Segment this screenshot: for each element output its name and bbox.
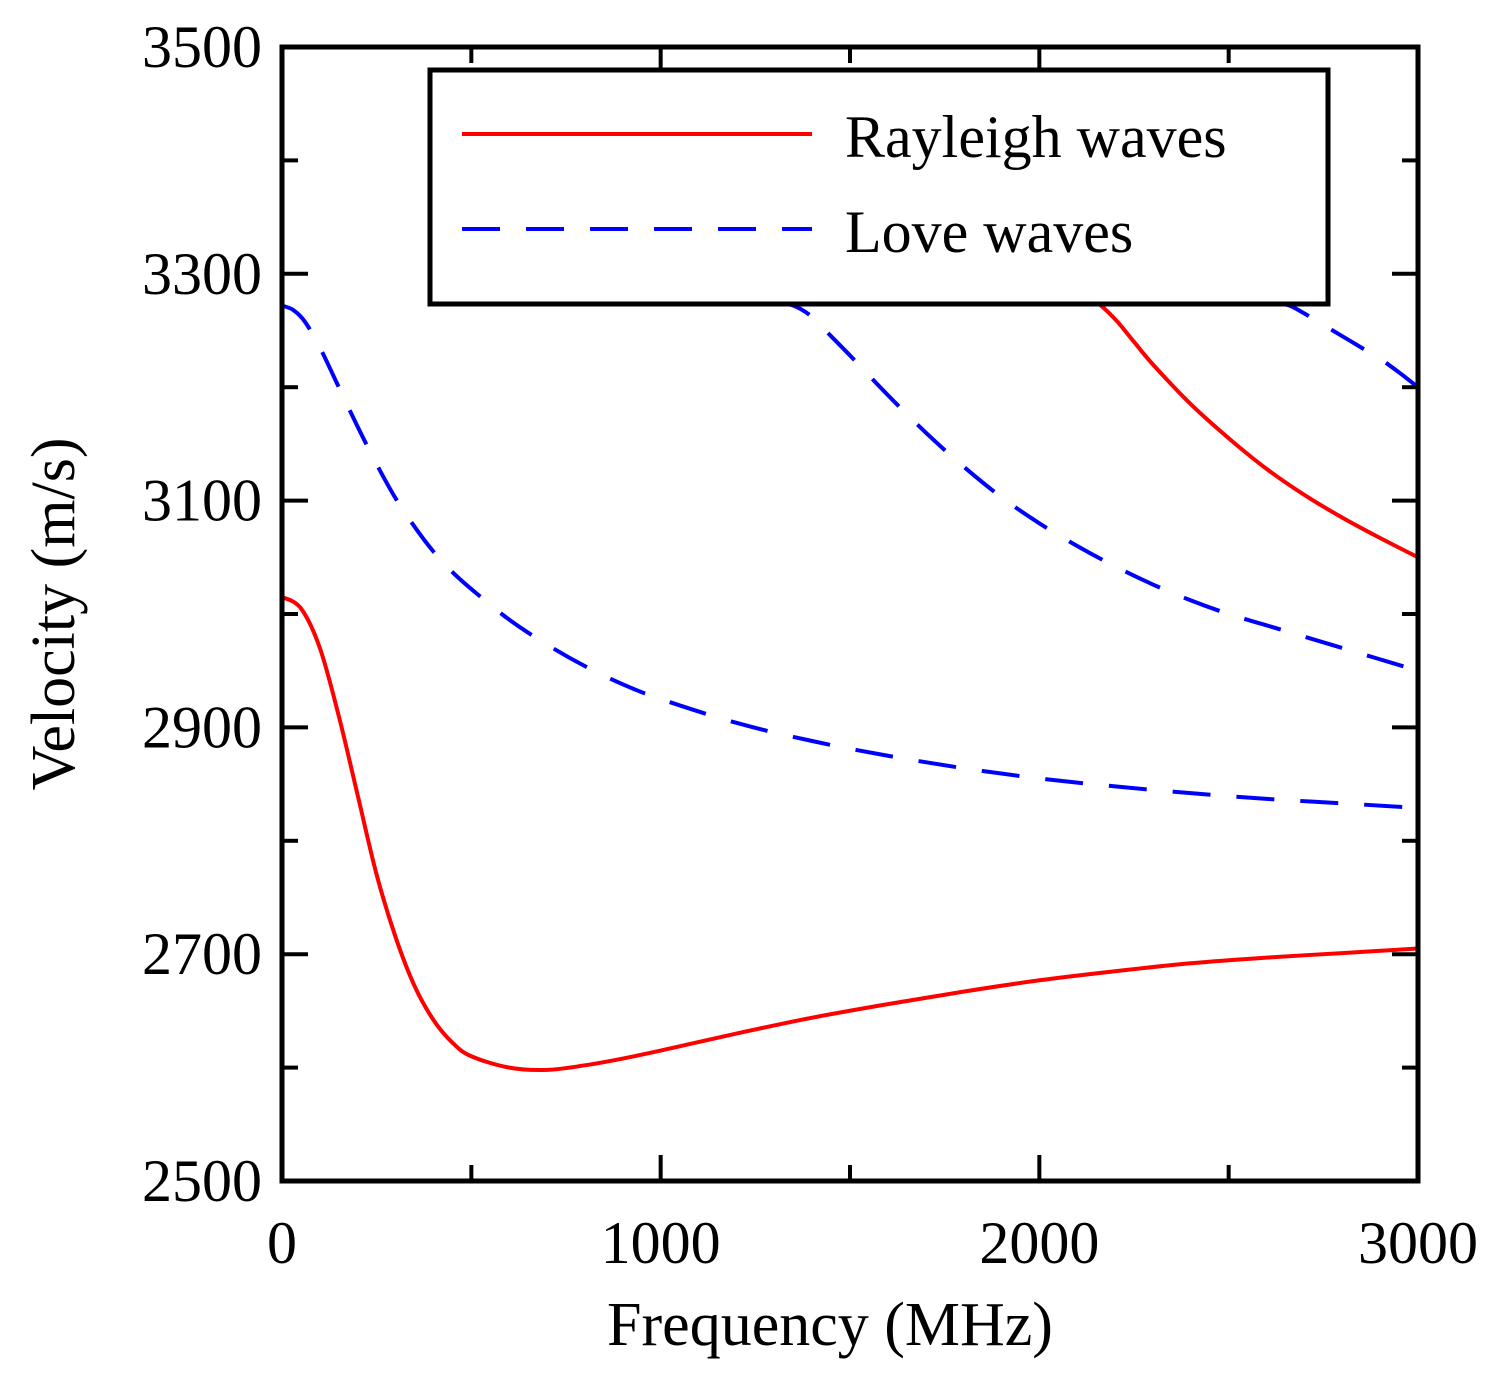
rayleigh-mode-0-line — [282, 595, 1418, 1072]
y-tick-label: 3500 — [142, 14, 262, 80]
y-tick-label: 3300 — [142, 241, 262, 307]
x-tick-label: 2000 — [979, 1210, 1099, 1276]
rayleigh-mode-1-line — [1076, 294, 1418, 560]
y-tick-label: 2500 — [142, 1148, 262, 1214]
love-mode-0-line — [282, 303, 1418, 810]
y-tick-label: 2700 — [142, 921, 262, 987]
y-axis-title: Velocity (m/s) — [20, 438, 88, 791]
y-tick-label: 3100 — [142, 468, 262, 534]
legend-label-rayleigh: Rayleigh waves — [845, 104, 1227, 170]
x-axis-title: Frequency (MHz) — [607, 1291, 1053, 1359]
y-tick-label: 2900 — [142, 694, 262, 760]
legend-box — [427, 67, 1331, 307]
love-mode-2-line — [1273, 300, 1418, 389]
legend-label-love: Love waves — [845, 199, 1133, 265]
x-tick-label: 0 — [267, 1210, 297, 1276]
plot-frame — [279, 44, 1421, 1184]
love-mode-1-line — [773, 300, 1418, 673]
legend: Rayleigh waves Love waves — [427, 67, 1331, 307]
series-layer — [282, 294, 1418, 1072]
x-tick-label: 1000 — [601, 1210, 721, 1276]
x-tick-label: 3000 — [1358, 1210, 1478, 1276]
